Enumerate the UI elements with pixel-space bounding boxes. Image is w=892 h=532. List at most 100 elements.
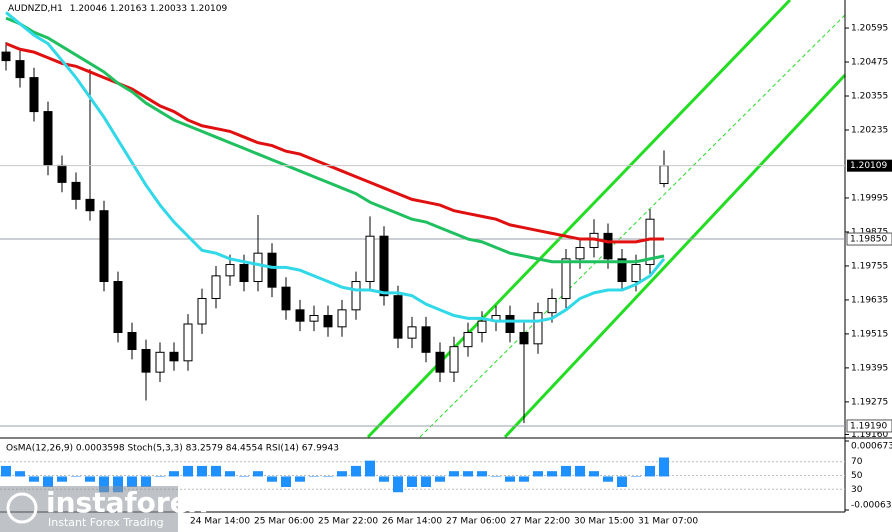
y-tick-label: 1.20595 [851, 24, 888, 34]
candle-body [337, 309, 347, 328]
indicator-level-label: 70 [851, 457, 863, 467]
indicator-level-label: 50 [851, 471, 863, 481]
moving-average [5, 11, 666, 323]
osma-bar [99, 476, 109, 493]
osma-bar [603, 476, 613, 482]
candle-body [211, 275, 221, 300]
x-tick-label: 25 Mar 22:00 [318, 517, 378, 527]
osma-bar [141, 476, 151, 487]
candle-body [43, 111, 53, 166]
osma-bar [659, 457, 669, 477]
candle-body [505, 315, 515, 333]
indicator-tick-label: 0.000673 [851, 442, 892, 452]
osma-bar [589, 471, 599, 477]
y-tick-label: 1.19755 [851, 261, 888, 271]
y-tick-label: 1.19275 [851, 397, 888, 407]
osma-bar [435, 476, 445, 482]
osma-bar [617, 476, 627, 487]
candle-body [169, 351, 179, 362]
candle-body [435, 351, 445, 373]
osma-bar [267, 476, 277, 482]
logo-backdrop [0, 486, 178, 532]
candle-body [281, 286, 291, 311]
osma-bar [183, 465, 193, 477]
open: 1.20046 [70, 4, 107, 14]
candle-body [71, 181, 81, 200]
level-label: 1.19190 [850, 421, 887, 431]
osma-bar [449, 471, 459, 477]
y-tick-label: 1.20355 [851, 92, 888, 102]
osma-bar [29, 476, 39, 482]
osma-bar [519, 476, 529, 482]
osma-bar [393, 476, 403, 493]
osma-bar [155, 476, 165, 477]
osma-bar [645, 465, 655, 477]
candle-body [155, 351, 165, 373]
y-tick-label: 1.19515 [851, 329, 888, 339]
osma-bar [211, 465, 221, 477]
candle-body [29, 77, 39, 113]
candle-body [1, 51, 11, 62]
channel-lower [503, 73, 847, 439]
logo-tagline: Instant Forex Trading [48, 516, 164, 529]
level-box [846, 419, 892, 433]
high: 1.20163 [110, 4, 147, 14]
x-tick-label: 25 Mar 06:00 [254, 517, 314, 527]
candle-body [141, 348, 151, 373]
candle-body [57, 164, 67, 183]
symbol-header: AUDNZD,H1 1.20046 1.20163 1.20033 1.2010… [8, 4, 228, 14]
y-tick-label: 1.19395 [851, 363, 888, 373]
y-tick-label: 1.19995 [851, 193, 888, 203]
y-tick-label: 1.19875 [851, 227, 888, 237]
candle-body [309, 315, 319, 322]
x-tick-label: 27 Mar 22:00 [510, 517, 570, 527]
osma-bar [113, 476, 123, 493]
indicator-level-label: 30 [851, 485, 863, 495]
candle-body [533, 312, 543, 345]
candle-body [15, 60, 25, 79]
current-price-box [847, 159, 892, 172]
candle-body [99, 210, 109, 283]
candle-body [631, 264, 641, 283]
candle-body [197, 298, 207, 325]
candle-body [127, 331, 137, 350]
osma-bar [309, 476, 319, 477]
candle-body [253, 252, 263, 283]
x-tick-label: 27 Mar 06:00 [446, 517, 506, 527]
osma-bar [225, 471, 235, 477]
current-price-label: 1.20109 [850, 161, 887, 171]
osma-bar [253, 471, 263, 477]
symbol: AUDNZD,H1 [8, 4, 63, 14]
candle-body [421, 326, 431, 353]
osma-bar [239, 476, 249, 477]
osma-bar [407, 476, 417, 487]
candle-body [351, 281, 361, 311]
candle-body [645, 218, 655, 266]
osma-bar [57, 476, 67, 482]
y-tick-label: 1.20475 [851, 58, 888, 68]
osma-bar [547, 471, 557, 477]
candle-body [239, 264, 249, 283]
candle-body [449, 346, 459, 373]
candle-body [547, 298, 557, 314]
candle-body [617, 258, 627, 283]
osma-bar [491, 476, 501, 477]
y-tick-label: 1.19160 [851, 430, 888, 440]
osma-bar [85, 476, 95, 482]
osma-bar [561, 465, 571, 477]
x-tick-label: 24 Mar 14:00 [190, 517, 250, 527]
candle-body [575, 247, 585, 260]
candle-body [323, 315, 333, 328]
candle-body [659, 165, 669, 185]
osma-bar [15, 471, 25, 477]
osma-bar [127, 476, 137, 487]
logo-icon [6, 492, 38, 524]
close: 1.20109 [190, 4, 227, 14]
osma-bar [197, 465, 207, 477]
candle-body [85, 198, 95, 212]
low: 1.20033 [150, 4, 187, 14]
y-tick-label: 1.20235 [851, 125, 888, 135]
candle-body [183, 323, 193, 362]
